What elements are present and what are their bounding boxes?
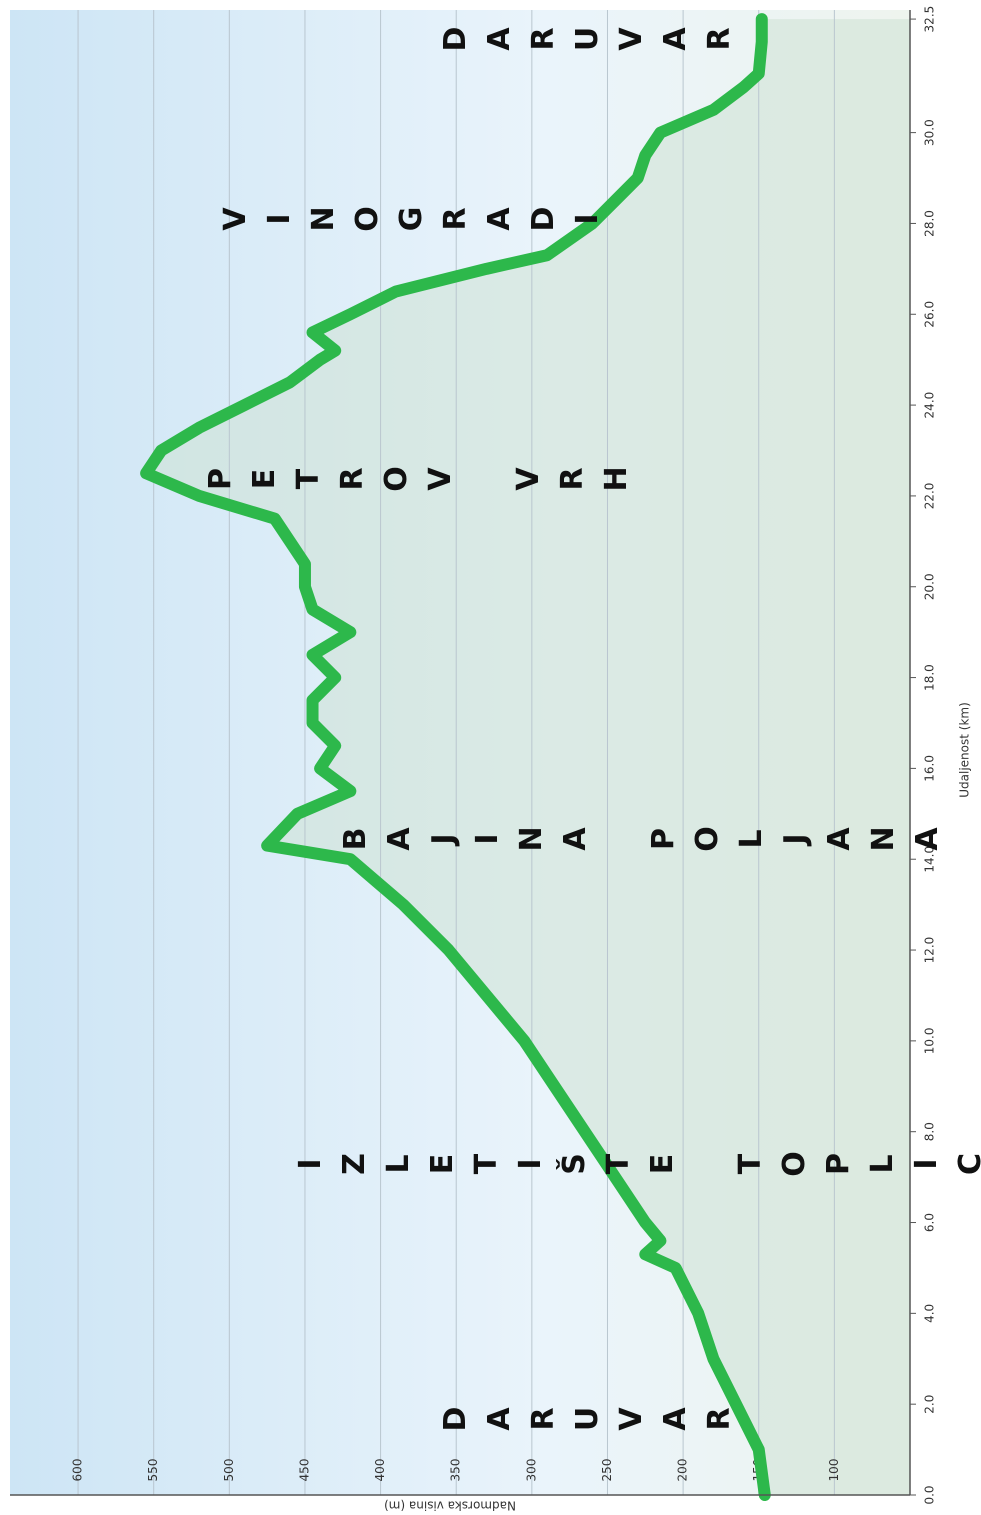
x-tick-label: 24.0 [923,392,937,419]
place-label: DARUVAR [438,1402,746,1437]
y-tick-label: 250 [600,1459,614,1482]
x-axis-label: Udaljenost (km) [958,702,972,798]
x-tick-label: 10.0 [923,1028,937,1055]
place-label: BAJINA POLJANA [338,822,954,857]
x-tick-label: 14.0 [923,846,937,873]
y-tick-label: 550 [146,1459,160,1482]
elevation-line [140,13,771,1501]
x-tick-label: 18.0 [923,664,937,691]
x-tick-label: 2.0 [923,1395,937,1414]
x-tick-label: 30.0 [923,119,937,146]
place-label: IZLETIŠTE TOPLICA [293,1147,981,1182]
x-tick-label: 6.0 [923,1213,937,1232]
y-tick-label: 600 [71,1459,85,1482]
y-axis-label: Nadmorska visina (m) [384,1499,516,1513]
y-tick-label: 400 [373,1459,387,1482]
plot-area: 1001502002503003504004505005506000.02.04… [10,6,981,1513]
place-label: VINOGRADI [218,202,614,237]
y-tick-label: 100 [827,1459,841,1482]
x-tick-label: 0.0 [923,1485,937,1504]
x-tick-label: 32.5 [923,6,937,33]
y-tick-label: 350 [449,1459,463,1482]
x-tick-label: 16.0 [923,755,937,782]
x-tick-label: 12.0 [923,937,937,964]
y-tick-label: 500 [222,1459,236,1482]
place-label: PETROV VRH [203,462,643,497]
x-tick-label: 26.0 [923,301,937,328]
x-tick-label: 28.0 [923,210,937,237]
place-label: DARUVAR [438,22,746,57]
x-tick-label: 4.0 [923,1304,937,1323]
y-tick-label: 300 [524,1459,538,1482]
y-tick-label: 450 [297,1459,311,1482]
x-tick-label: 22.0 [923,483,937,510]
area-fill [146,19,910,1495]
x-tick-label: 8.0 [923,1122,937,1141]
y-tick-label: 200 [676,1459,690,1482]
x-tick-label: 20.0 [923,573,937,600]
